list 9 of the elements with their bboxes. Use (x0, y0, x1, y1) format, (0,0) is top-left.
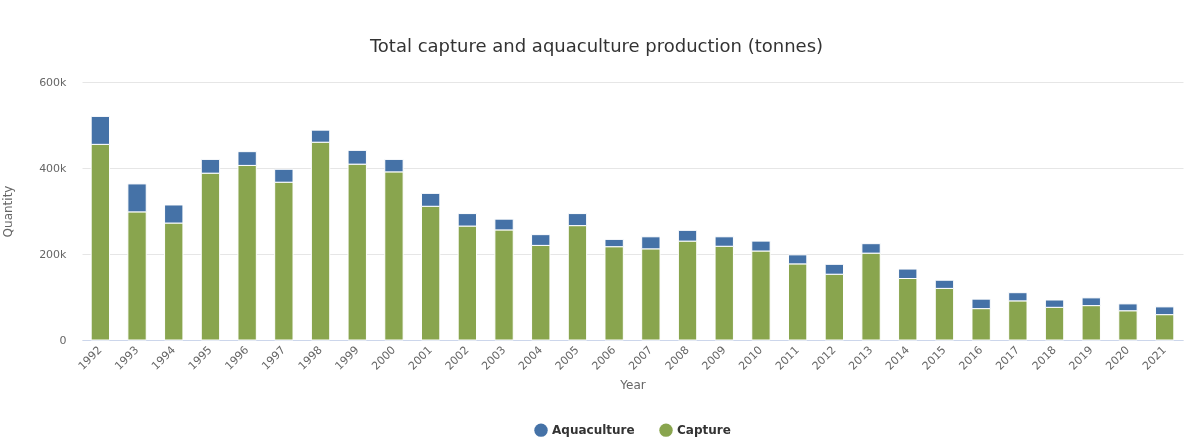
legend-label: Aquaculture (552, 423, 635, 438)
chart-title: Total capture and aquaculture production (tonnes) (368, 35, 824, 56)
y-tick-label: 600k (39, 75, 68, 89)
y-tick-label: 200k (39, 247, 68, 261)
legend-label: Capture (677, 423, 731, 438)
y-tick-label: 0 (59, 333, 67, 347)
y-tick-label: 400k (39, 161, 68, 175)
x-axis-title: Year (619, 377, 646, 392)
y-axis-title: Quantity (1, 185, 16, 238)
